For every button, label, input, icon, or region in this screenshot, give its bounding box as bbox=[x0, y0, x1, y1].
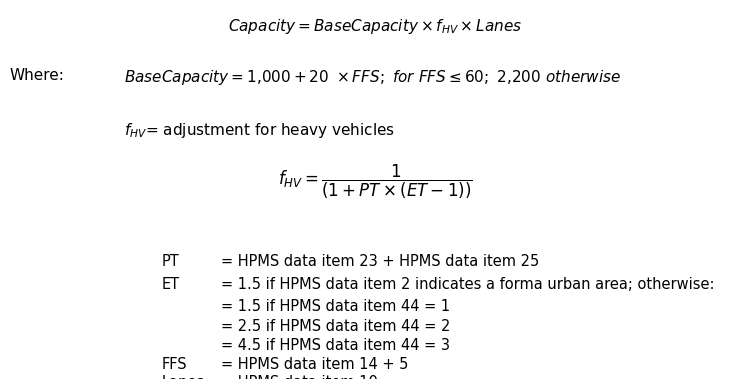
Text: = 1.5 if HPMS data item 44 = 1: = 1.5 if HPMS data item 44 = 1 bbox=[221, 299, 450, 315]
Text: $\mathit{BaseCapacity} = 1{,}000 + 20\ \times \mathit{FFS};\ \mathit{for}\ \math: $\mathit{BaseCapacity} = 1{,}000 + 20\ \… bbox=[124, 68, 621, 87]
Text: PT: PT bbox=[161, 254, 179, 269]
Text: ET: ET bbox=[161, 277, 179, 292]
Text: $f_{HV}$= adjustment for heavy vehicles: $f_{HV}$= adjustment for heavy vehicles bbox=[124, 121, 394, 140]
Text: FFS: FFS bbox=[161, 357, 187, 372]
Text: = 1.5 if HPMS data item 2 indicates a forma urban area; otherwise:: = 1.5 if HPMS data item 2 indicates a fo… bbox=[221, 277, 715, 292]
Text: $\mathit{Capacity} = \mathit{BaseCapacity} \times f_{HV} \times \mathit{Lanes}$: $\mathit{Capacity} = \mathit{BaseCapacit… bbox=[228, 17, 522, 36]
Text: Where:: Where: bbox=[9, 68, 64, 83]
Text: = HPMS data item 14 + 5: = HPMS data item 14 + 5 bbox=[221, 357, 409, 372]
Text: $f_{HV} = \dfrac{1}{(1 + PT \times (ET - 1))}$: $f_{HV} = \dfrac{1}{(1 + PT \times (ET -… bbox=[278, 163, 472, 201]
Text: = 4.5 if HPMS data item 44 = 3: = 4.5 if HPMS data item 44 = 3 bbox=[221, 338, 450, 353]
Text: = HPMS data item 10: = HPMS data item 10 bbox=[221, 375, 378, 379]
Text: Lanes: Lanes bbox=[161, 375, 204, 379]
Text: = HPMS data item 23 + HPMS data item 25: = HPMS data item 23 + HPMS data item 25 bbox=[221, 254, 539, 269]
Text: = 2.5 if HPMS data item 44 = 2: = 2.5 if HPMS data item 44 = 2 bbox=[221, 319, 451, 334]
